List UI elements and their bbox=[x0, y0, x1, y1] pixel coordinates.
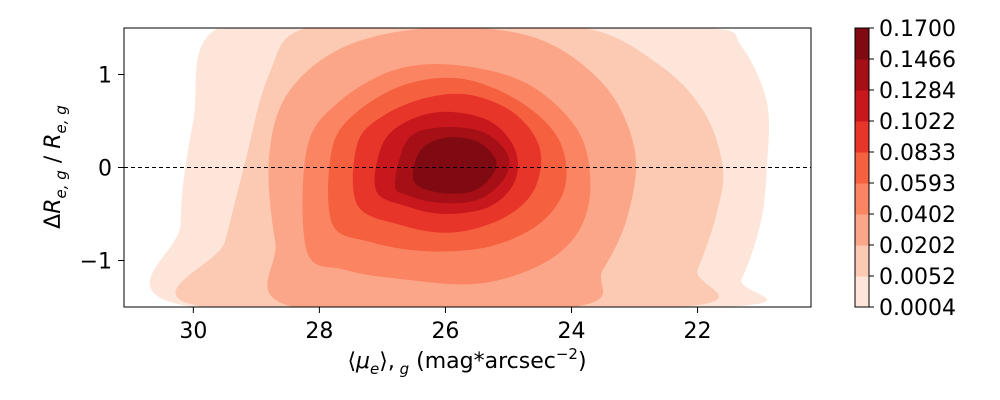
x-tick-label: 22 bbox=[684, 319, 712, 344]
x-axis-label: ⟨μe⟩, g (mag*arcsec−2) bbox=[347, 345, 586, 378]
contour-band-peak bbox=[420, 145, 497, 186]
colorbar-label: 0.1022 bbox=[879, 110, 956, 135]
colorbar-segment bbox=[855, 28, 869, 60]
colorbar-label: 0.0833 bbox=[879, 141, 956, 166]
x-axis-ticks: 30 28 26 24 22 bbox=[179, 307, 712, 344]
colorbar-segment bbox=[855, 276, 869, 308]
colorbar-label: 0.1284 bbox=[879, 79, 956, 104]
colorbar-segment bbox=[855, 214, 869, 246]
colorbar-segment bbox=[855, 245, 869, 277]
colorbar-label: 0.0052 bbox=[879, 265, 956, 290]
colorbar: 0.0004 0.0052 0.0202 0.0402 0.0593 0.0833 0.10… bbox=[854, 17, 956, 321]
colorbar-label: 0.1466 bbox=[879, 48, 956, 73]
y-tick-label: 0 bbox=[98, 157, 112, 182]
colorbar-segment bbox=[855, 121, 869, 153]
y-tick-label: 1 bbox=[98, 64, 112, 89]
colorbar-label: 0.0593 bbox=[879, 172, 956, 197]
x-tick-label: 24 bbox=[557, 319, 585, 344]
colorbar-label: 0.0004 bbox=[879, 296, 956, 321]
y-tick-label: −1 bbox=[80, 250, 112, 275]
colorbar-label: 0.0202 bbox=[879, 234, 956, 259]
colorbar-segment bbox=[855, 59, 869, 91]
x-tick-label: 30 bbox=[179, 319, 207, 344]
colorbar-label: 0.0402 bbox=[879, 203, 956, 228]
x-tick-label: 28 bbox=[305, 319, 333, 344]
colorbar-frame bbox=[854, 27, 870, 308]
y-axis-ticks: 1 0 −1 bbox=[80, 64, 124, 275]
x-tick-label: 26 bbox=[431, 319, 459, 344]
colorbar-segment bbox=[855, 183, 869, 215]
colorbar-segment bbox=[855, 90, 869, 122]
y-axis-label: ΔRe, g / Re, g bbox=[41, 105, 70, 229]
colorbar-segment bbox=[855, 152, 869, 184]
contour-fills bbox=[149, 28, 769, 307]
colorbar-label: 0.1700 bbox=[879, 17, 956, 42]
